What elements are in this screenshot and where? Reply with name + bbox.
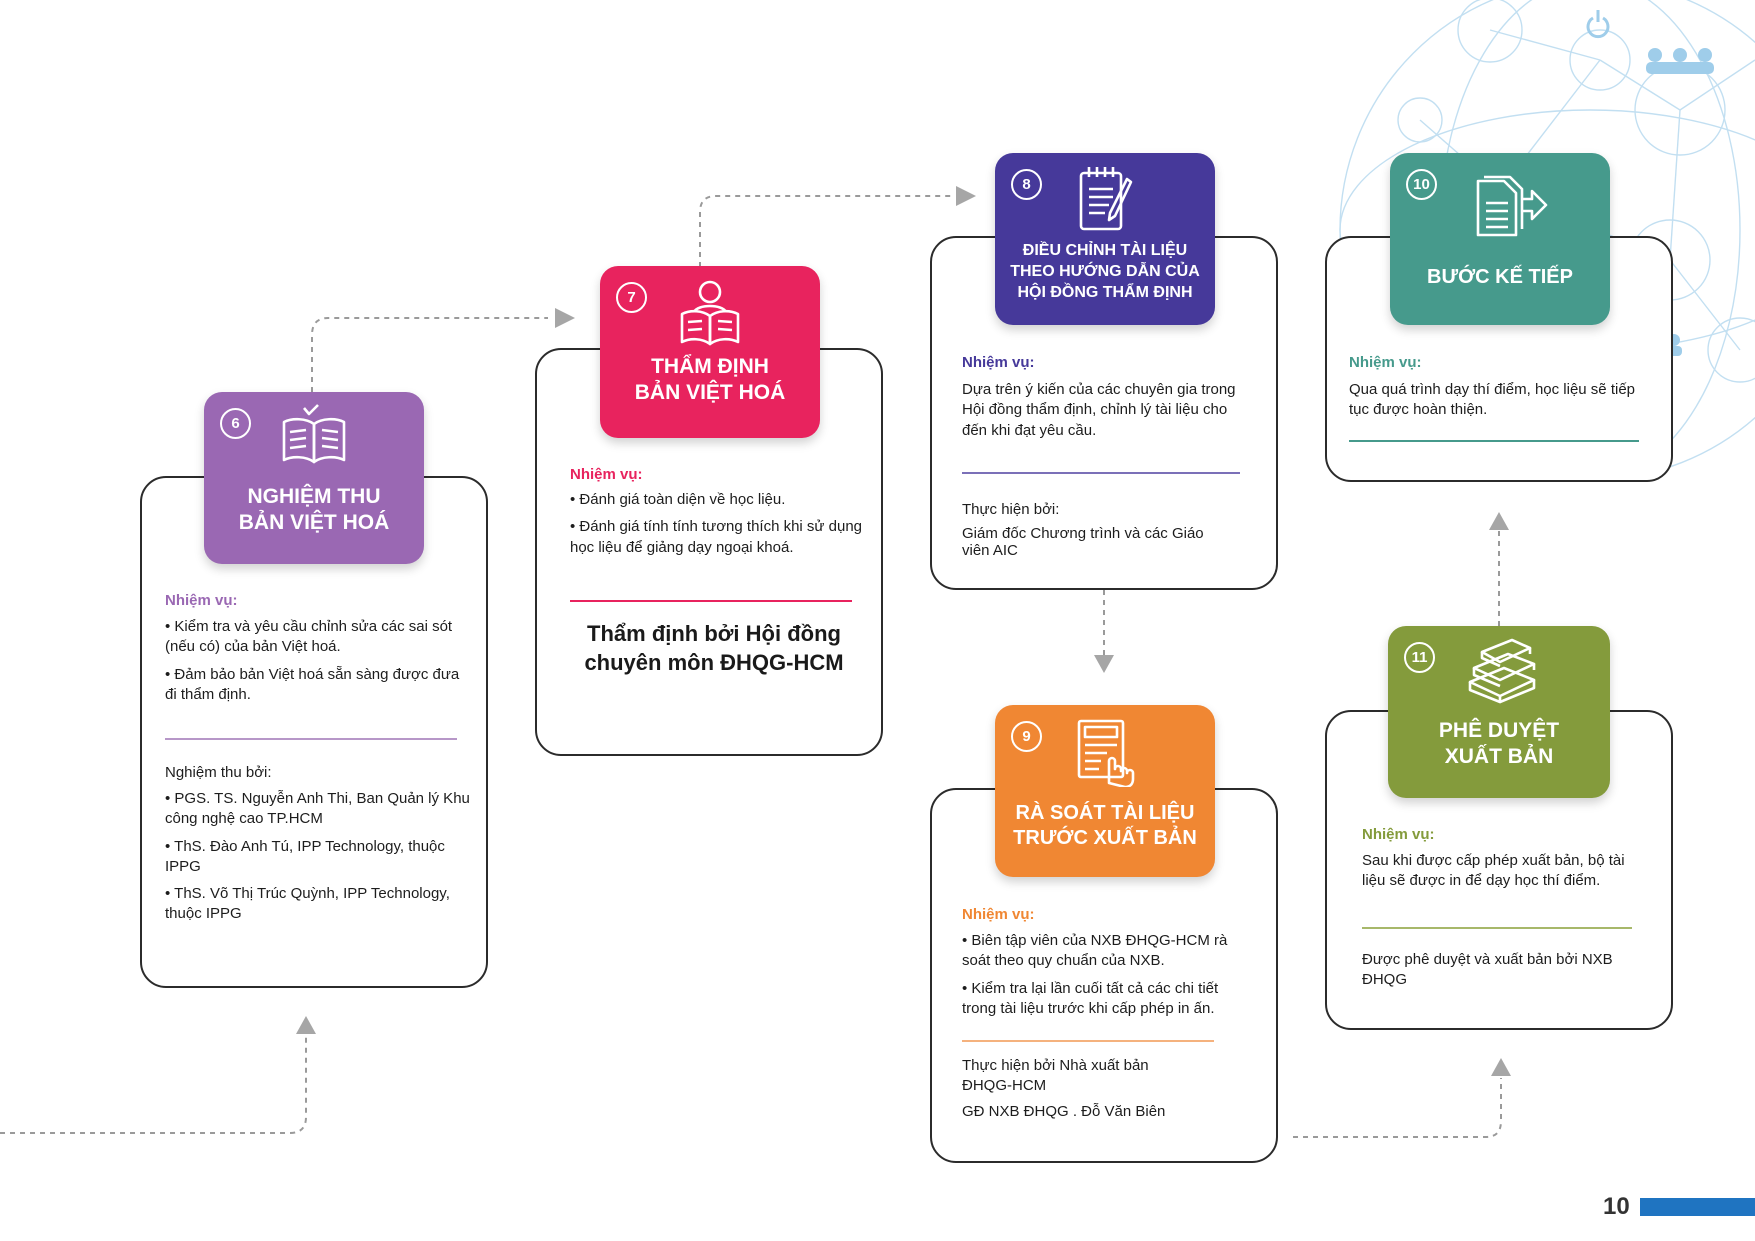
step-8-task-label: Nhiệm vụ: [962,354,1035,371]
step-6-by-list: PGS. TS. Nguyễn Anh Thi, Ban Quản lý Khu… [165,789,470,932]
step-6-title-line2: BẢN VIỆT HOÁ [238,511,390,535]
step-9-header: 9 RÀ SOÁT TÀI LIỆU TRƯỚC XUẤT BẢN [995,705,1215,877]
open-book-check-icon [282,404,346,464]
step-11-task-text: Sau khi được cấp phép xuất bản, bộ tài l… [1362,852,1625,889]
step-8-task-text: Dựa trên ý kiến của các chuyên gia trong… [962,381,1236,439]
step-7-task-label: Nhiệm vụ: [570,466,643,483]
step-6-by-3: ThS. Võ Thị Trúc Quỳnh, IPP Technology, … [165,884,470,925]
step-7-title-line2: BẢN VIỆT HOÁ [634,381,786,405]
document-hand-icon [1077,719,1135,787]
arrowhead-down-9 [1094,655,1114,673]
step-10-number: 10 [1406,169,1437,200]
document-arrow-icon [1476,175,1548,237]
connector-from-left [0,1030,307,1134]
connector-9-to-11 [1293,1078,1502,1138]
step-7-by-text: Thẩm định bởi Hội đồng chuyên môn ĐHQG-H… [555,620,873,677]
step-8-divider [962,472,1240,474]
person-reading-icon [680,280,740,346]
step-7-task-1: Đánh giá toàn diện về học liệu. [570,490,862,510]
step-6-title-line1: NGHIỆM THU [247,485,381,508]
step-6-tasks: Kiểm tra và yêu cầu chỉnh sửa các sai só… [165,617,465,712]
step-8-by-label: Thực hiện bởi: [962,501,1060,518]
step-11-divider [1362,927,1632,929]
step-9-tasks: Biên tập viên của NXB ĐHQG-HCM rà soát t… [962,931,1254,1026]
step-9-task-2: Kiểm tra lại lần cuối tất cả các chi tiế… [962,979,1254,1020]
step-8-number: 8 [1011,169,1042,200]
arrowhead-right-8 [956,186,976,206]
page-number-bar [1640,1198,1755,1216]
notepad-pencil-icon [1079,167,1133,231]
step-9-by-text2: GĐ NXB ĐHQG . Đỗ Văn Biên [962,1103,1166,1120]
step-9-title-line2: TRƯỚC XUẤT BẢN [1013,827,1197,849]
step-10-header: 10 BƯỚC KẾ TIẾP [1390,153,1610,325]
step-8-by-text: Giám đốc Chương trình và các Giáo viên A… [962,525,1204,560]
step-11-title-line2: XUẤT BẢN [1444,745,1554,769]
step-7-task-2: Đánh giá tính tính tương thích khi sử dụ… [570,517,862,558]
step-10-task-text: Qua quá trình dạy thí điểm, học liệu sẽ … [1349,381,1636,418]
arrowhead-up-11 [1491,1058,1511,1076]
page-number: 10 [1603,1193,1630,1220]
step-9-task-1: Biên tập viên của NXB ĐHQG-HCM rà soát t… [962,931,1254,972]
step-11-task-label: Nhiệm vụ: [1362,826,1435,843]
step-7-by-line2: chuyên môn ĐHQG-HCM [584,649,844,675]
step-6-divider [165,738,457,740]
step-10-divider [1349,440,1639,442]
step-11-title-line1: PHÊ DUYỆT [1438,719,1560,742]
step-6-number: 6 [220,408,251,439]
step-7-title-line1: THẨM ĐỊNH [651,355,769,378]
arrowhead-up-10 [1489,512,1509,530]
step-6-task-2: Đảm bảo bản Việt hoá sẵn sàng được đưa đ… [165,665,465,706]
step-7-divider [570,600,852,602]
step-11-by-text: Được phê duyệt và xuất bản bởi NXB ĐHQG [1362,951,1613,988]
step-6-task-label: Nhiệm vụ: [165,592,238,609]
step-6-header: 6 NGHIỆM THU BẢN VIỆT HOÁ [204,392,424,564]
step-8-title-line2: THEO HƯỚNG DẪN CỦA [1010,262,1200,280]
stacked-books-icon [1468,638,1536,704]
step-10-task-label: Nhiệm vụ: [1349,354,1422,371]
step-8-title-line1: ĐIỀU CHỈNH TÀI LIỆU [1022,242,1188,259]
step-7-tasks: Đánh giá toàn diện về học liệu. Đánh giá… [570,490,862,565]
step-8-header: 8 ĐIỀU CHỈNH TÀI LIỆU THEO HƯỚNG DẪN CỦA… [995,153,1215,325]
step-9-title-line1: RÀ SOÁT TÀI LIỆU [1015,802,1195,824]
step-6-by-label: Nghiệm thu bởi: [165,764,272,781]
step-8-title-line3: HỘI ĐỒNG THẨM ĐỊNH [1017,283,1193,301]
step-10-title-line1: BƯỚC KẾ TIẾP [1427,266,1573,288]
step-9-task-label: Nhiệm vụ: [962,906,1035,923]
step-7-by-line1: Thẩm định bởi Hội đồng [587,621,841,646]
step-9-divider [962,1040,1214,1042]
step-9-number: 9 [1011,721,1042,752]
step-6-by-1: PGS. TS. Nguyễn Anh Thi, Ban Quản lý Khu… [165,789,470,830]
step-6-by-2: ThS. Đào Anh Tú, IPP Technology, thuộc I… [165,837,470,878]
connector-7-to-8 [699,195,953,267]
arrowhead-up-6 [296,1016,316,1034]
connector-6-to-7 [311,317,548,392]
step-11-header: 11 PHÊ DUYỆT XUẤT BẢN [1388,626,1610,798]
arrowhead-right-7 [555,308,575,328]
step-7-number: 7 [616,282,647,313]
step-7-header: 7 THẨM ĐỊNH BẢN VIỆT HOÁ [600,266,820,438]
step-9-by-text1: Thực hiện bởi Nhà xuất bản ĐHQG-HCM [962,1057,1149,1095]
step-11-number: 11 [1404,642,1435,673]
step-6-task-1: Kiểm tra và yêu cầu chỉnh sửa các sai só… [165,617,465,658]
